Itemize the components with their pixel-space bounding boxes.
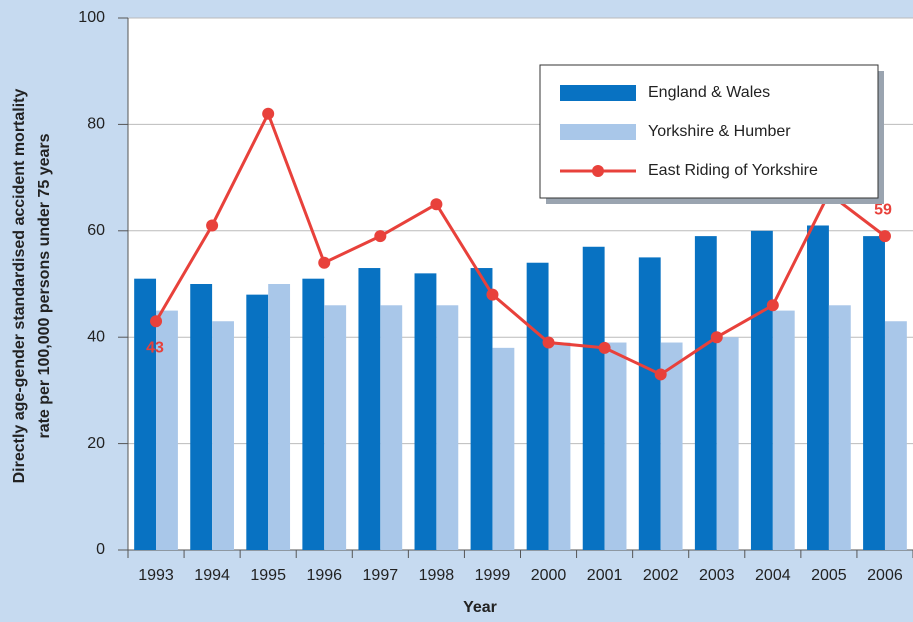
line-point bbox=[878, 230, 891, 243]
bar bbox=[324, 305, 347, 550]
data-label: 59 bbox=[874, 201, 892, 218]
legend-swatch bbox=[560, 124, 636, 140]
line-point bbox=[430, 198, 443, 211]
x-tick-label: 2003 bbox=[699, 567, 735, 584]
line-point bbox=[710, 331, 723, 344]
x-tick-label: 1997 bbox=[363, 567, 399, 584]
bar bbox=[380, 305, 403, 550]
bar bbox=[807, 225, 829, 551]
x-tick-label: 2005 bbox=[811, 567, 847, 584]
line-point bbox=[486, 288, 499, 301]
y-tick-label: 0 bbox=[96, 541, 105, 558]
y-tick-label: 40 bbox=[87, 328, 105, 345]
x-tick-label: 1999 bbox=[475, 567, 511, 584]
bar bbox=[134, 278, 157, 550]
x-axis-title: Year bbox=[463, 599, 497, 616]
line-point bbox=[598, 341, 611, 354]
bar bbox=[436, 305, 459, 550]
bar bbox=[246, 294, 269, 550]
legend-label: East Riding of Yorkshire bbox=[648, 162, 818, 179]
x-tick-label: 2001 bbox=[587, 567, 623, 584]
bar bbox=[548, 342, 571, 550]
line-point bbox=[150, 315, 163, 328]
x-tick-label: 2000 bbox=[531, 567, 567, 584]
bar bbox=[414, 273, 437, 550]
y-tick-label: 100 bbox=[78, 9, 105, 26]
x-tick-label: 1995 bbox=[250, 567, 286, 584]
bar bbox=[470, 268, 493, 550]
line-point bbox=[654, 368, 667, 381]
line-point bbox=[542, 336, 555, 349]
x-tick-label: 2002 bbox=[643, 567, 679, 584]
bar bbox=[190, 284, 213, 550]
bar bbox=[884, 321, 907, 550]
legend-swatch bbox=[560, 85, 636, 101]
line bbox=[154, 110, 886, 377]
x-tick-label: 1993 bbox=[138, 567, 174, 584]
x-tick-label: 1998 bbox=[419, 567, 455, 584]
bar bbox=[492, 347, 515, 550]
bar bbox=[604, 342, 627, 550]
bar bbox=[638, 257, 661, 550]
legend-label: Yorkshire & Humber bbox=[648, 123, 791, 140]
bar bbox=[526, 262, 549, 550]
bar bbox=[302, 278, 325, 550]
bar bbox=[212, 321, 234, 550]
x-tick-label: 1996 bbox=[306, 567, 342, 584]
line-point bbox=[262, 107, 275, 120]
y-axis-title: rate per 100,000 persons under 75 years bbox=[36, 133, 53, 438]
line-point bbox=[318, 256, 331, 269]
bar bbox=[863, 236, 885, 550]
y-tick-label: 20 bbox=[87, 435, 105, 452]
bar bbox=[828, 305, 851, 550]
line-point bbox=[206, 219, 219, 232]
x-tick-label: 1994 bbox=[194, 567, 230, 584]
bar bbox=[660, 342, 683, 550]
x-tick-label: 2004 bbox=[755, 567, 791, 584]
line-point bbox=[766, 299, 779, 312]
legend-label: England & Wales bbox=[648, 84, 770, 101]
y-axis-title: Directly age-gender standardised acciden… bbox=[11, 89, 28, 484]
line-point bbox=[374, 230, 387, 243]
bar bbox=[694, 236, 717, 550]
bar bbox=[156, 310, 178, 550]
bar bbox=[750, 230, 773, 551]
y-tick-label: 60 bbox=[87, 222, 105, 239]
data-label: 43 bbox=[146, 339, 164, 356]
bar bbox=[772, 310, 795, 550]
bar bbox=[716, 337, 739, 550]
bar bbox=[358, 268, 381, 550]
bar bbox=[268, 284, 291, 550]
x-tick-label: 2006 bbox=[867, 567, 903, 584]
y-tick-label: 80 bbox=[87, 116, 105, 133]
bar bbox=[582, 246, 605, 550]
legend-swatch bbox=[592, 165, 604, 177]
